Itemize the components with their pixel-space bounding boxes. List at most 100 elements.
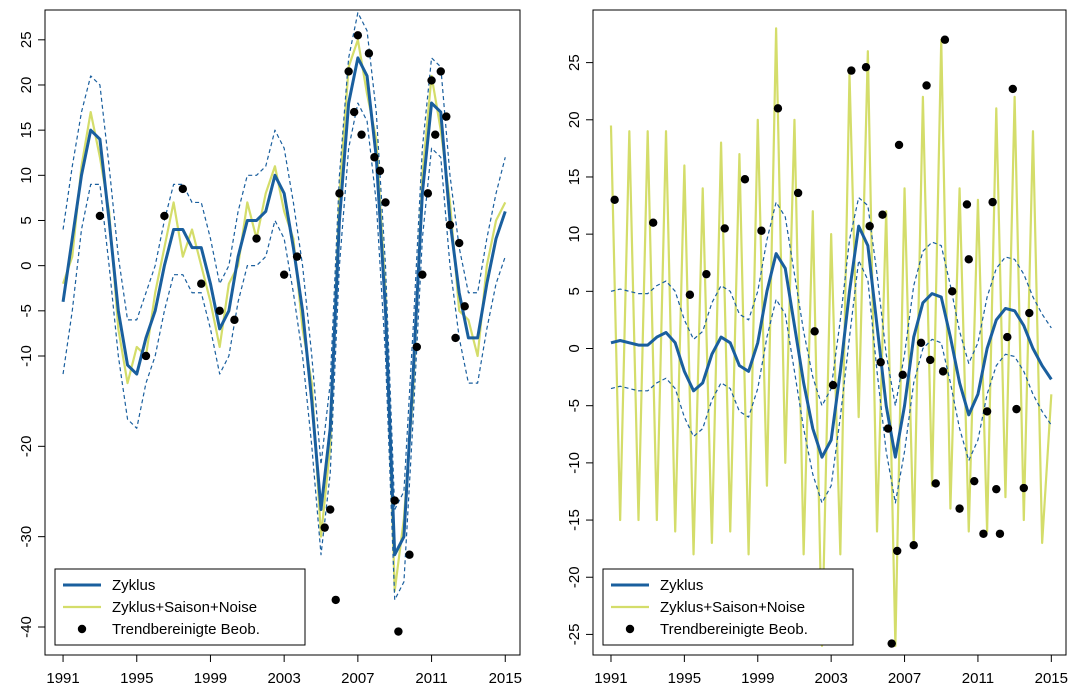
data-point: [331, 595, 340, 605]
data-point: [357, 130, 366, 139]
data-point: [883, 424, 893, 433]
y-tick-label: -20: [18, 435, 35, 457]
data-point: [1025, 308, 1034, 318]
y-tick-label: 25: [18, 31, 35, 48]
y-tick-label: 15: [566, 169, 583, 186]
data-point: [773, 104, 783, 113]
series-line: [610, 224, 1053, 459]
data-point: [610, 195, 619, 205]
legend-label: Zyklus+Saison+Noise: [112, 599, 257, 616]
data-point: [720, 224, 729, 233]
data-point: [898, 370, 907, 380]
data-point: [876, 358, 885, 367]
y-tick-label: 10: [566, 226, 583, 243]
y-tick-label: 20: [18, 77, 35, 94]
data-point: [988, 197, 997, 207]
y-tick-label: 5: [566, 287, 583, 295]
y-tick-label: 25: [566, 54, 583, 71]
data-point: [847, 66, 856, 75]
data-point: [948, 287, 957, 296]
series-line: [609, 27, 1053, 647]
data-point: [390, 496, 399, 505]
data-point: [648, 218, 658, 227]
y-tick-label: -20: [566, 566, 583, 588]
legend-label: Zyklus: [112, 577, 155, 594]
data-point: [979, 529, 988, 538]
legend-label: Trendbereinigte Beob.: [112, 621, 260, 638]
y-tick-label: 0: [18, 261, 35, 269]
y-tick-label: -15: [566, 509, 583, 531]
band-line: [62, 12, 506, 511]
y-tick-label: -25: [566, 624, 583, 646]
legend: Zyklus Zyklus+Saison+Noise Trendbereinigte…: [602, 568, 854, 646]
data-point: [1008, 84, 1017, 94]
band-line: [62, 102, 506, 601]
x-tick-label: 2011: [415, 670, 447, 687]
legend-label: Trendbereinigte Beob.: [660, 621, 808, 638]
data-point: [418, 270, 427, 279]
data-point: [828, 380, 838, 390]
plot-frame: [44, 9, 521, 656]
x-tick-label: 2015: [489, 670, 522, 687]
data-point: [344, 67, 353, 76]
data-point: [893, 546, 902, 556]
data-point: [940, 35, 950, 44]
y-tick-label: 20: [566, 111, 583, 128]
plot-frame: [592, 9, 1067, 656]
data-point: [230, 315, 239, 325]
data-point: [160, 211, 169, 221]
data-point: [909, 541, 918, 550]
x-tick-label: 1991: [594, 670, 627, 687]
x-tick-label: 1999: [194, 670, 227, 687]
data-point: [926, 355, 935, 365]
legend-label: Zyklus+Saison+Noise: [660, 599, 805, 616]
y-tick-label: 5: [18, 216, 35, 224]
data-point: [861, 62, 871, 72]
data-point: [141, 351, 151, 361]
x-tick-label: 1991: [46, 670, 79, 687]
y-tick-label: -5: [566, 399, 583, 412]
data-point: [1019, 483, 1029, 493]
data-point: [1012, 404, 1021, 414]
data-point: [252, 234, 261, 243]
data-point: [178, 184, 188, 194]
data-point: [279, 270, 289, 279]
x-tick-label: 2007: [341, 670, 374, 687]
legend-label: Zyklus: [660, 577, 703, 594]
data-point: [454, 238, 464, 248]
data-point: [995, 529, 1005, 538]
data-point: [370, 153, 379, 162]
data-point: [436, 67, 445, 76]
band-line: [610, 259, 1052, 504]
data-point: [349, 107, 359, 117]
x-tick-label: 2003: [814, 670, 847, 687]
y-tick-label: 10: [18, 167, 35, 184]
series-line: [61, 56, 507, 557]
data-point: [375, 166, 385, 175]
panel: 1991 1995 1999 2003 2007 2011 2015-40-30-20-10…: [18, 9, 522, 687]
series-line: [62, 38, 507, 592]
data-point: [964, 255, 973, 264]
data-point: [353, 31, 363, 40]
data-point: [335, 189, 344, 198]
y-tick-label: -10: [18, 345, 35, 367]
data-point: [887, 639, 896, 648]
band-line: [610, 196, 1052, 407]
data-point: [197, 279, 206, 288]
data-point: [445, 220, 455, 230]
legend-symbol: [77, 624, 87, 634]
y-tick-label: -10: [566, 452, 583, 474]
data-point: [894, 140, 904, 150]
data-point: [320, 523, 329, 532]
y-tick-label: -30: [18, 526, 35, 548]
data-point: [931, 479, 940, 488]
data-point: [405, 550, 414, 559]
data-point: [702, 269, 711, 279]
plot-area: [61, 12, 507, 636]
data-point: [326, 505, 335, 514]
data-point: [970, 476, 979, 486]
data-point: [431, 130, 440, 139]
data-point: [962, 200, 972, 209]
y-tick-label: 0: [566, 344, 583, 352]
data-point: [878, 210, 887, 219]
